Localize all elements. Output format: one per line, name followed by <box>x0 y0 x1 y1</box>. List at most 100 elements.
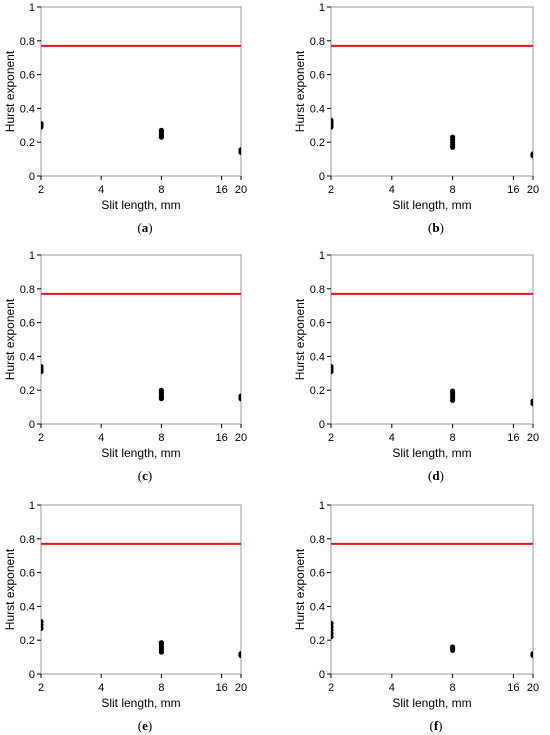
x-axis-label: Slit length, mm <box>101 198 180 212</box>
y-tick-label: 0.6 <box>310 318 325 330</box>
x-axis-label: Slit length, mm <box>392 198 471 212</box>
x-tick-label: 8 <box>158 432 164 444</box>
x-axis-label: Slit length, mm <box>101 696 180 710</box>
y-tick-label: 0.6 <box>20 318 35 330</box>
x-axis-label: Slit length, mm <box>392 696 471 710</box>
y-tick-label: 0.2 <box>310 137 325 149</box>
chart-panel-b: 0 0.2 0.4 0.6 0.8 1 2 4 8 16 20 Slit length, mm Hurs… <box>293 2 539 235</box>
x-tick-label: 8 <box>158 682 164 694</box>
data-points <box>41 619 241 659</box>
data-point <box>450 134 456 140</box>
data-point <box>158 387 165 393</box>
data-point <box>41 619 44 625</box>
x-tick-label: 2 <box>328 184 334 196</box>
y-tick-label: 0.8 <box>20 36 35 48</box>
chart-panel-c: 0 0.2 0.4 0.6 0.8 1 2 4 8 16 20 Slit length, mm Hurs… <box>3 250 247 483</box>
y-axis-label: Hurst exponent <box>3 298 17 380</box>
data-point <box>530 651 533 657</box>
y-tick-label: 0.4 <box>310 103 325 115</box>
y-tick-label: 0.4 <box>310 351 325 363</box>
y-tick-label: 0.2 <box>310 385 325 397</box>
plot-frame <box>40 254 242 425</box>
data-point <box>158 127 165 133</box>
data-points <box>331 363 533 407</box>
x-axis-label: Slit length, mm <box>392 446 471 460</box>
chart-panel-f: 0 0.2 0.4 0.6 0.8 1 2 4 8 16 20 Slit length, mm Hurs… <box>293 500 539 733</box>
y-tick-label: 1 <box>319 250 325 262</box>
panel-letter: f <box>434 718 439 733</box>
x-tick-label: 4 <box>98 682 104 694</box>
plot-frame <box>330 254 534 425</box>
x-tick-label: 20 <box>527 184 539 196</box>
panel-label: (f) <box>429 718 442 733</box>
data-point <box>530 398 533 404</box>
data-point <box>331 620 334 626</box>
x-tick-label: 20 <box>235 184 247 196</box>
y-tick-label: 0.2 <box>310 635 325 647</box>
y-tick-label: 0.8 <box>20 534 35 546</box>
panel-letter: a <box>142 220 149 235</box>
y-tick-label: 0.8 <box>310 284 325 296</box>
x-tick-label: 2 <box>38 432 44 444</box>
data-points <box>41 363 241 402</box>
y-axis-label: Hurst exponent <box>293 548 307 630</box>
x-tick-label: 8 <box>450 432 456 444</box>
data-point <box>450 644 456 650</box>
panel-label: (b) <box>428 220 444 235</box>
y-axis-label: Hurst exponent <box>3 548 17 630</box>
y-tick-label: 0 <box>319 171 325 183</box>
chart-panel-a: 0 0.2 0.4 0.6 0.8 1 2 4 8 16 20 Slit length, mm Hurs… <box>3 2 247 235</box>
y-tick-label: 0.4 <box>20 103 35 115</box>
plot-frame <box>40 6 242 177</box>
x-tick-label: 4 <box>98 184 104 196</box>
data-point <box>158 640 165 646</box>
panel-label: (d) <box>428 468 444 483</box>
y-tick-label: 0.8 <box>310 534 325 546</box>
panel-letter: d <box>432 468 440 483</box>
panel-letter: c <box>142 468 148 483</box>
x-tick-label: 2 <box>38 184 44 196</box>
y-tick-label: 0.2 <box>20 635 35 647</box>
x-tick-label: 4 <box>389 184 395 196</box>
panel-label: (c) <box>138 468 152 483</box>
x-tick-label: 16 <box>215 432 227 444</box>
panel-letter: e <box>142 718 148 733</box>
y-tick-label: 0.6 <box>310 70 325 82</box>
data-point <box>41 363 44 370</box>
data-point <box>530 151 533 157</box>
x-axis-label: Slit length, mm <box>101 446 180 460</box>
x-tick-label: 4 <box>98 432 104 444</box>
y-axis-label: Hurst exponent <box>293 298 307 380</box>
data-point <box>238 393 241 399</box>
x-tick-label: 2 <box>38 682 44 694</box>
y-axis-label: Hurst exponent <box>293 50 307 132</box>
x-tick-label: 8 <box>158 184 164 196</box>
y-tick-label: 0 <box>319 419 325 431</box>
data-point <box>41 121 44 127</box>
chart-panel-d: 0 0.2 0.4 0.6 0.8 1 2 4 8 16 20 Slit length, mm Hurs… <box>293 250 539 483</box>
x-tick-label: 2 <box>328 682 334 694</box>
x-tick-label: 20 <box>235 432 247 444</box>
panel-label: (a) <box>137 220 152 235</box>
x-tick-label: 4 <box>389 682 395 694</box>
y-tick-label: 0.4 <box>20 351 35 363</box>
data-points <box>41 121 241 155</box>
data-point <box>331 117 334 123</box>
y-tick-label: 1 <box>319 2 325 14</box>
data-point <box>238 651 241 657</box>
y-tick-label: 0 <box>29 171 35 183</box>
panel-letter: b <box>432 220 439 235</box>
plot-frame <box>330 504 534 675</box>
data-point <box>238 147 241 153</box>
y-tick-label: 1 <box>29 250 35 262</box>
y-tick-label: 1 <box>29 500 35 512</box>
x-tick-label: 16 <box>507 184 519 196</box>
y-tick-label: 0.8 <box>310 36 325 48</box>
y-tick-label: 1 <box>29 2 35 14</box>
y-tick-label: 0.8 <box>20 284 35 296</box>
data-point <box>450 388 456 394</box>
x-tick-label: 20 <box>527 432 539 444</box>
x-tick-label: 8 <box>450 682 456 694</box>
y-tick-label: 0.6 <box>20 568 35 580</box>
